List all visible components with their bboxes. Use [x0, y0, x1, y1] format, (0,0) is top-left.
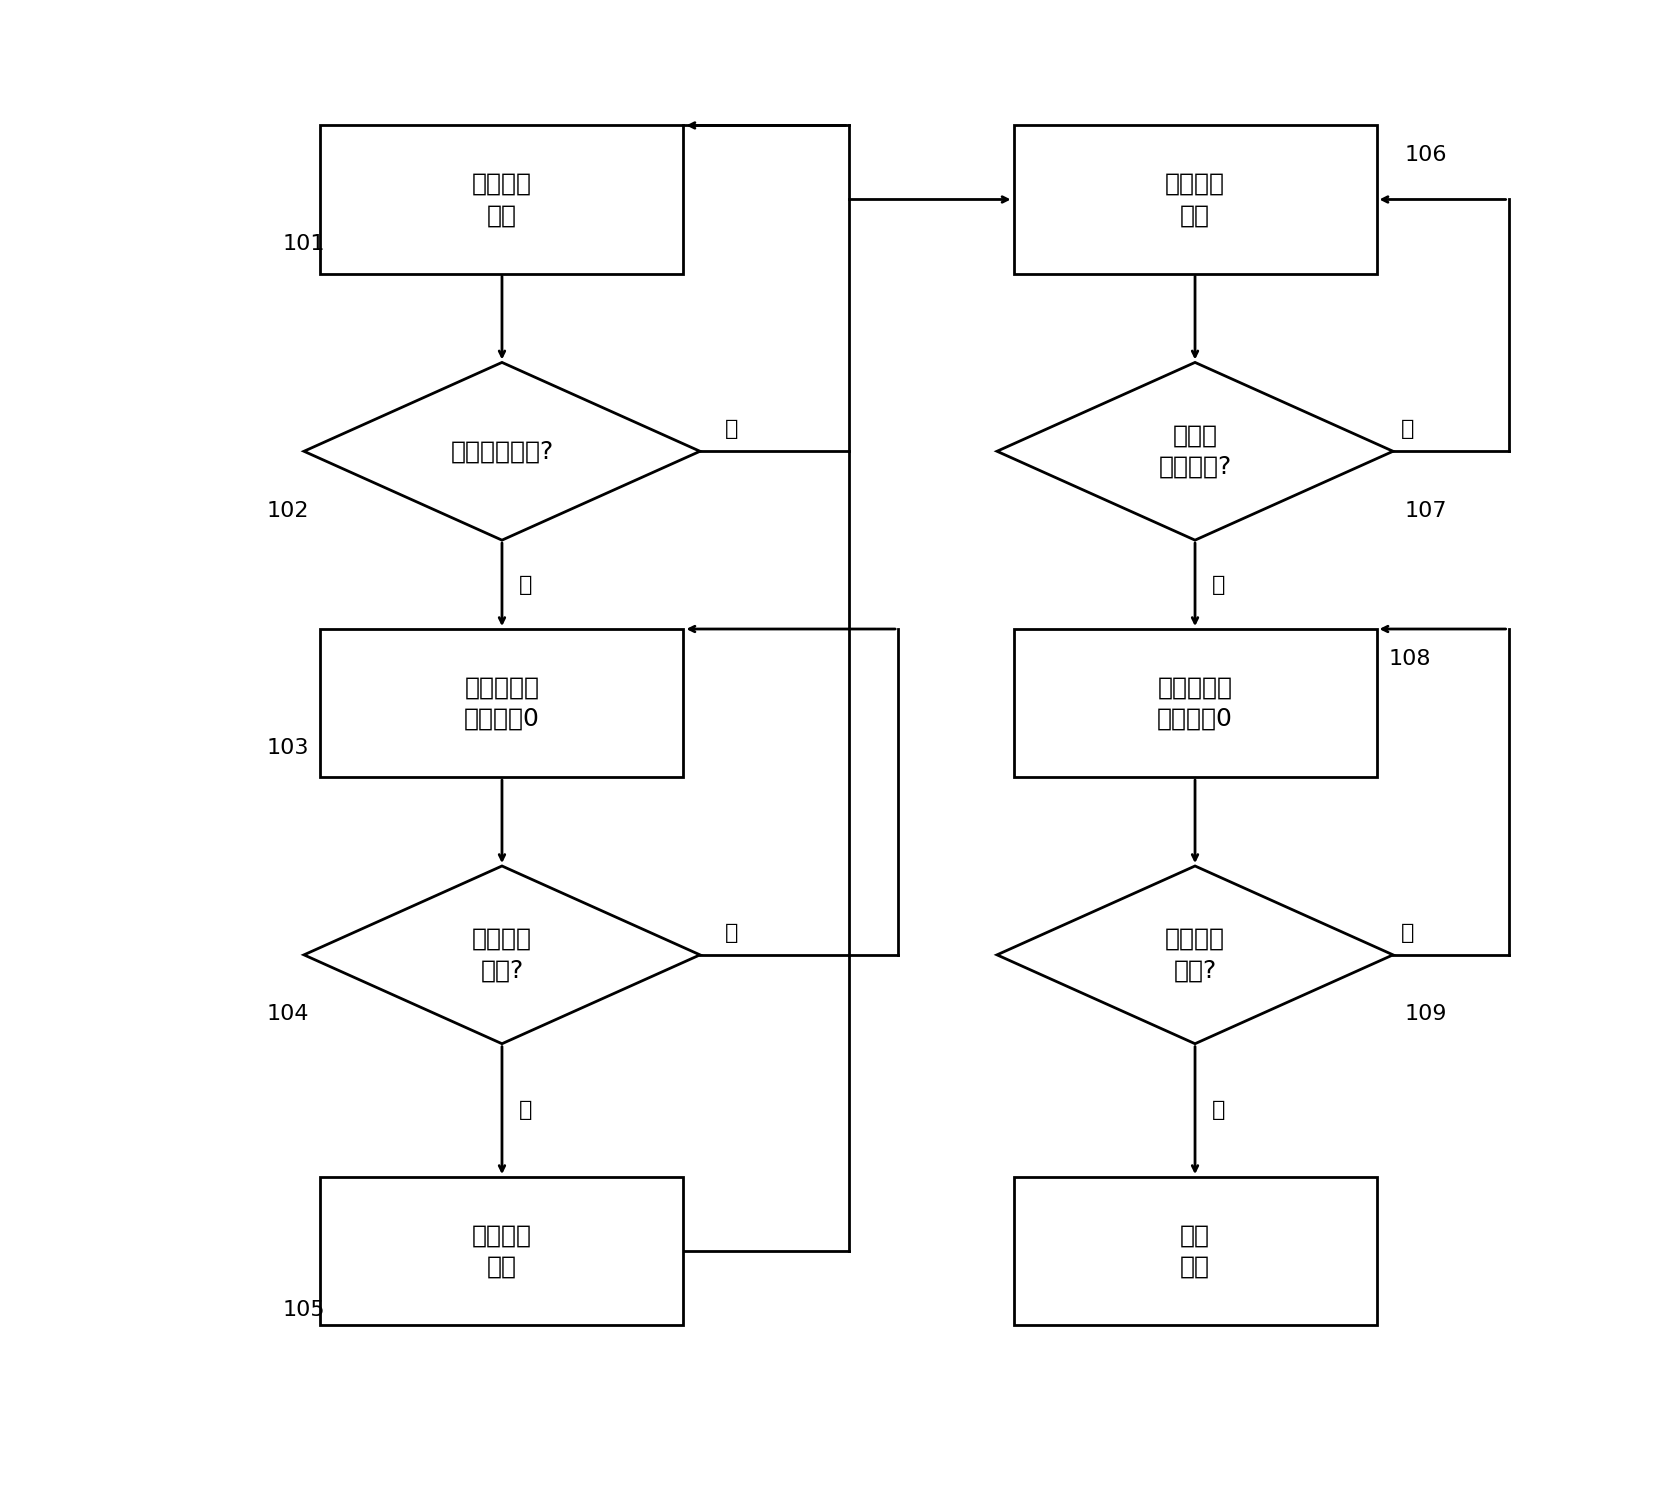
Text: 101: 101: [283, 233, 324, 254]
Text: 否: 否: [726, 419, 739, 440]
Text: 换档
结束: 换档 结束: [1180, 1223, 1210, 1278]
Text: 控制电机输
出转矩为0: 控制电机输 出转矩为0: [464, 676, 539, 731]
Polygon shape: [997, 362, 1393, 540]
Text: 控制电机输
出转矩为0: 控制电机输 出转矩为0: [1156, 676, 1233, 731]
Text: 是否有换档力?: 是否有换档力?: [451, 440, 554, 463]
Text: 检测初始
档位: 检测初始 档位: [473, 172, 532, 227]
FancyBboxPatch shape: [1013, 629, 1376, 777]
Text: 108: 108: [1388, 649, 1431, 668]
Text: 103: 103: [266, 737, 310, 758]
FancyBboxPatch shape: [321, 1177, 684, 1325]
Text: 否: 否: [1401, 922, 1414, 943]
Text: 是: 是: [519, 1100, 532, 1120]
Text: 107: 107: [1404, 501, 1448, 520]
FancyBboxPatch shape: [1013, 1177, 1376, 1325]
Text: 109: 109: [1404, 1005, 1448, 1024]
Polygon shape: [997, 866, 1393, 1044]
Text: 104: 104: [266, 1005, 310, 1024]
FancyBboxPatch shape: [321, 629, 684, 777]
Polygon shape: [305, 866, 701, 1044]
Text: 摘档是否
完成?: 摘档是否 完成?: [473, 927, 532, 982]
Text: 否: 否: [726, 922, 739, 943]
Text: 是: 是: [1211, 574, 1225, 595]
Text: 电机主动
同步: 电机主动 同步: [1165, 172, 1225, 227]
Text: 105: 105: [283, 1301, 324, 1320]
FancyBboxPatch shape: [321, 126, 684, 274]
Text: 挂档是否
完成?: 挂档是否 完成?: [1165, 927, 1225, 982]
Text: 推测日标
档位: 推测日标 档位: [473, 1223, 532, 1278]
Text: 106: 106: [1404, 145, 1448, 164]
Text: 同步器
开始同步?: 同步器 开始同步?: [1158, 423, 1231, 478]
Polygon shape: [305, 362, 701, 540]
Text: 是: 是: [519, 574, 532, 595]
Text: 否: 否: [1401, 419, 1414, 440]
FancyBboxPatch shape: [1013, 126, 1376, 274]
Text: 是: 是: [1211, 1100, 1225, 1120]
Text: 102: 102: [266, 501, 310, 520]
